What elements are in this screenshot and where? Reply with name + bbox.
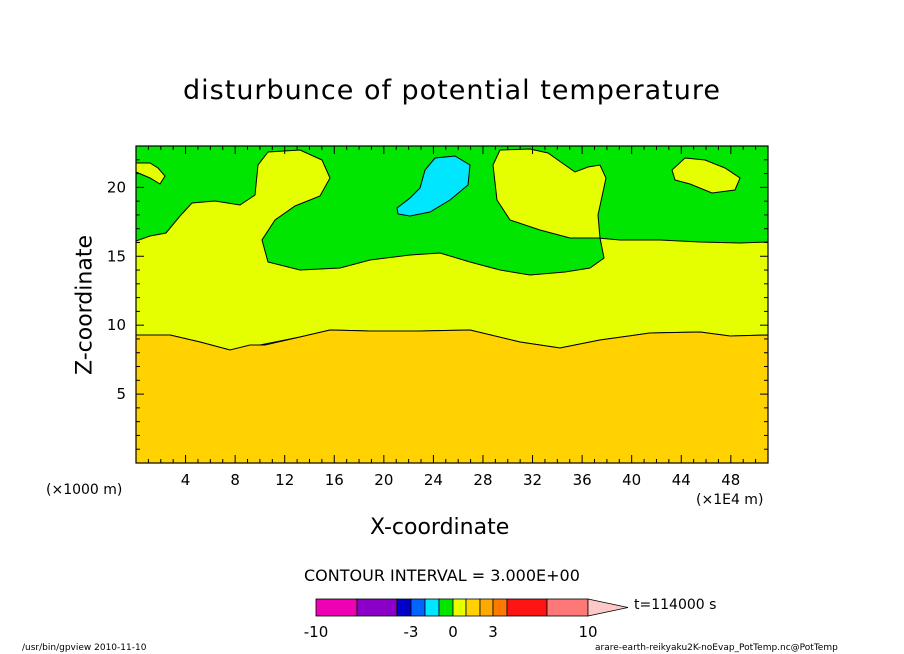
colorbar-segment (546, 598, 589, 617)
colorbar: -10 -3 0 3 10 (304, 598, 629, 641)
region-cyan (396, 155, 471, 217)
y-tick-label: 5 (116, 385, 126, 403)
colorbar-segment (410, 598, 426, 617)
region-yellow-corner (135, 162, 166, 185)
footer-right: arare-earth-reikyaku2K-noEvap_PotTemp.nc… (595, 643, 838, 653)
plot-area (135, 145, 769, 464)
colorbar-segment (506, 598, 548, 617)
colorbar-segment (356, 598, 398, 617)
colorbar-tick-label: 10 (578, 623, 597, 641)
colorbar-segment (396, 598, 412, 617)
colorbar-tick-label: -10 (304, 623, 329, 641)
y-tick-label: 20 (107, 178, 126, 196)
colorbar-tick-label: 0 (448, 623, 458, 641)
x-tick-label: 36 (573, 471, 592, 489)
chart-title: disturbunce of potential temperature (183, 75, 721, 106)
colorbar-tick-label: 3 (488, 623, 498, 641)
y-tick-label: 10 (107, 316, 126, 334)
x-tick-label: 12 (275, 471, 294, 489)
x-tick-label: 48 (721, 471, 740, 489)
colorbar-segment (452, 598, 467, 617)
x-tick-label: 24 (424, 471, 443, 489)
x-tick-label: 4 (181, 471, 191, 489)
colorbar-segment (479, 598, 494, 617)
x-tick-label: 16 (325, 471, 344, 489)
x-tick-label: 20 (374, 471, 393, 489)
x-tick-label: 32 (523, 471, 542, 489)
colorbar-segment (438, 598, 454, 617)
colorbar-tick-label: -3 (404, 623, 419, 641)
region-yellow-right (671, 157, 741, 194)
footer-left: /usr/bin/gpview 2010-11-10 (22, 643, 147, 653)
colorbar-segment (424, 598, 440, 617)
plot-frame (135, 145, 769, 464)
region-orange (135, 329, 769, 464)
x-tick-label: 40 (622, 471, 641, 489)
x-unit-right: (×1E4 m) (696, 492, 764, 508)
x-tick-label: 44 (672, 471, 691, 489)
colorbar-segment (465, 598, 481, 617)
colorbar-arrow (587, 598, 629, 617)
y-tick-label: 15 (107, 247, 126, 265)
x-unit-left: (×1000 m) (46, 482, 123, 498)
time-label: t=114000 s (634, 597, 717, 613)
contour-interval-label: CONTOUR INTERVAL = 3.000E+00 (304, 566, 580, 585)
x-tick-label: 28 (473, 471, 492, 489)
x-axis-label: X-coordinate (370, 515, 510, 540)
x-tick-label: 8 (230, 471, 240, 489)
colorbar-segment (492, 598, 508, 617)
colorbar-segment (315, 598, 358, 617)
